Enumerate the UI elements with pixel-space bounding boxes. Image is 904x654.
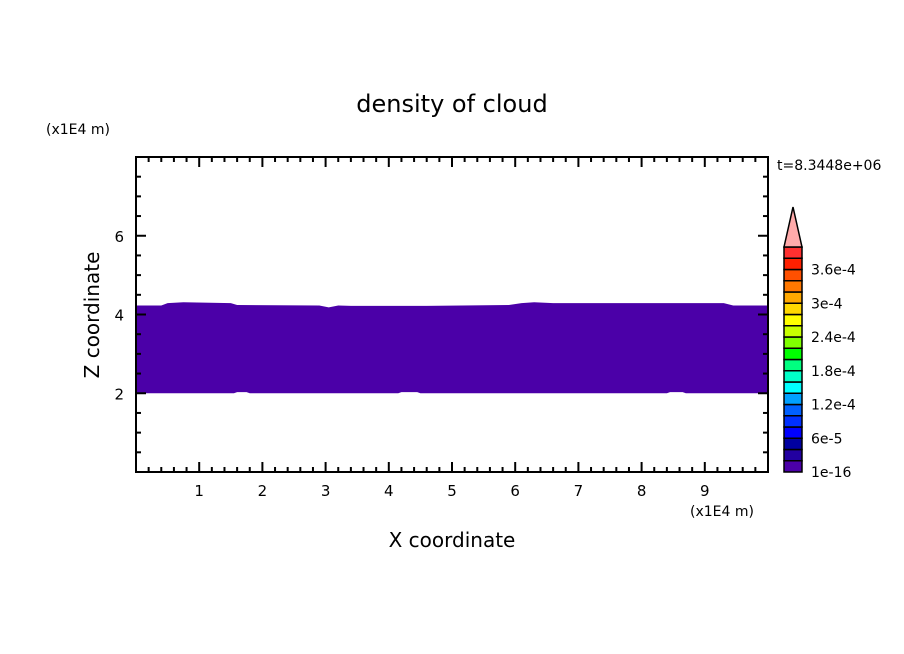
- x-tick-label: 8: [637, 482, 647, 500]
- x-tick-label: 5: [447, 482, 457, 500]
- colorbar-box: [783, 370, 803, 383]
- y-tick-label: 2: [114, 385, 124, 403]
- colorbar-box: [783, 325, 803, 338]
- colorbar-label: 1e-16: [811, 465, 851, 481]
- colorbar-label: 3.6e-4: [811, 263, 856, 279]
- x-tick-label: 3: [321, 482, 331, 500]
- colorbar-box: [783, 415, 803, 428]
- colorbar-box: [783, 257, 803, 271]
- colorbar-extend-triangle: [783, 206, 803, 248]
- colorbar-box: [783, 448, 803, 462]
- colorbar-box: [783, 302, 803, 316]
- colorbar-box: [783, 280, 803, 293]
- colorbar-box: [783, 460, 803, 473]
- colorbar-box: [783, 358, 803, 372]
- colorbar-box: [783, 268, 803, 282]
- colorbar-label: 6e-5: [811, 431, 842, 447]
- y-axis-label: Z coordinate: [80, 252, 104, 379]
- colorbar-box: [783, 437, 803, 451]
- x-tick-label: 4: [384, 482, 394, 500]
- x-tick-label: 2: [258, 482, 268, 500]
- chart-title: density of cloud: [356, 90, 547, 118]
- colorbar-box: [783, 291, 803, 304]
- y-tick-label: 4: [114, 307, 124, 325]
- x-unit-label: (x1E4 m): [690, 504, 754, 520]
- colorbar-box: [783, 381, 803, 394]
- plot-area: [135, 156, 769, 473]
- colorbar-box: [783, 392, 803, 406]
- colorbar-label: 3e-4: [811, 296, 843, 312]
- x-tick-label: 6: [510, 482, 520, 500]
- colorbar-box: [783, 246, 803, 259]
- x-tick-label: 9: [700, 482, 710, 500]
- colorbar-box: [783, 347, 803, 361]
- y-unit-label: (x1E4 m): [46, 122, 110, 138]
- x-axis-label: X coordinate: [389, 528, 516, 552]
- axis-ticks: 1 2 3 4 5 6 7 8 9 2 4 6: [114, 156, 769, 500]
- colorbar-box: [783, 403, 803, 417]
- x-tick-label: 7: [574, 482, 584, 500]
- colorbar-label: 2.4e-4: [811, 330, 856, 346]
- colorbar: 1e-16 6e-5 1.2e-4 1.8e-4 2.4e-4 3e-4 3.6e-4: [783, 206, 856, 481]
- x-tick-label: 1: [194, 482, 204, 500]
- y-tick-label: 6: [114, 228, 124, 246]
- colorbar-label: 1.8e-4: [811, 364, 856, 380]
- filled-contour-region: [136, 302, 768, 394]
- colorbar-box: [783, 313, 803, 327]
- colorbar-box: [783, 426, 803, 439]
- colorbar-label: 1.2e-4: [811, 398, 856, 414]
- colorbar-box: [783, 336, 803, 349]
- time-label: t=8.3448e+06: [777, 158, 881, 174]
